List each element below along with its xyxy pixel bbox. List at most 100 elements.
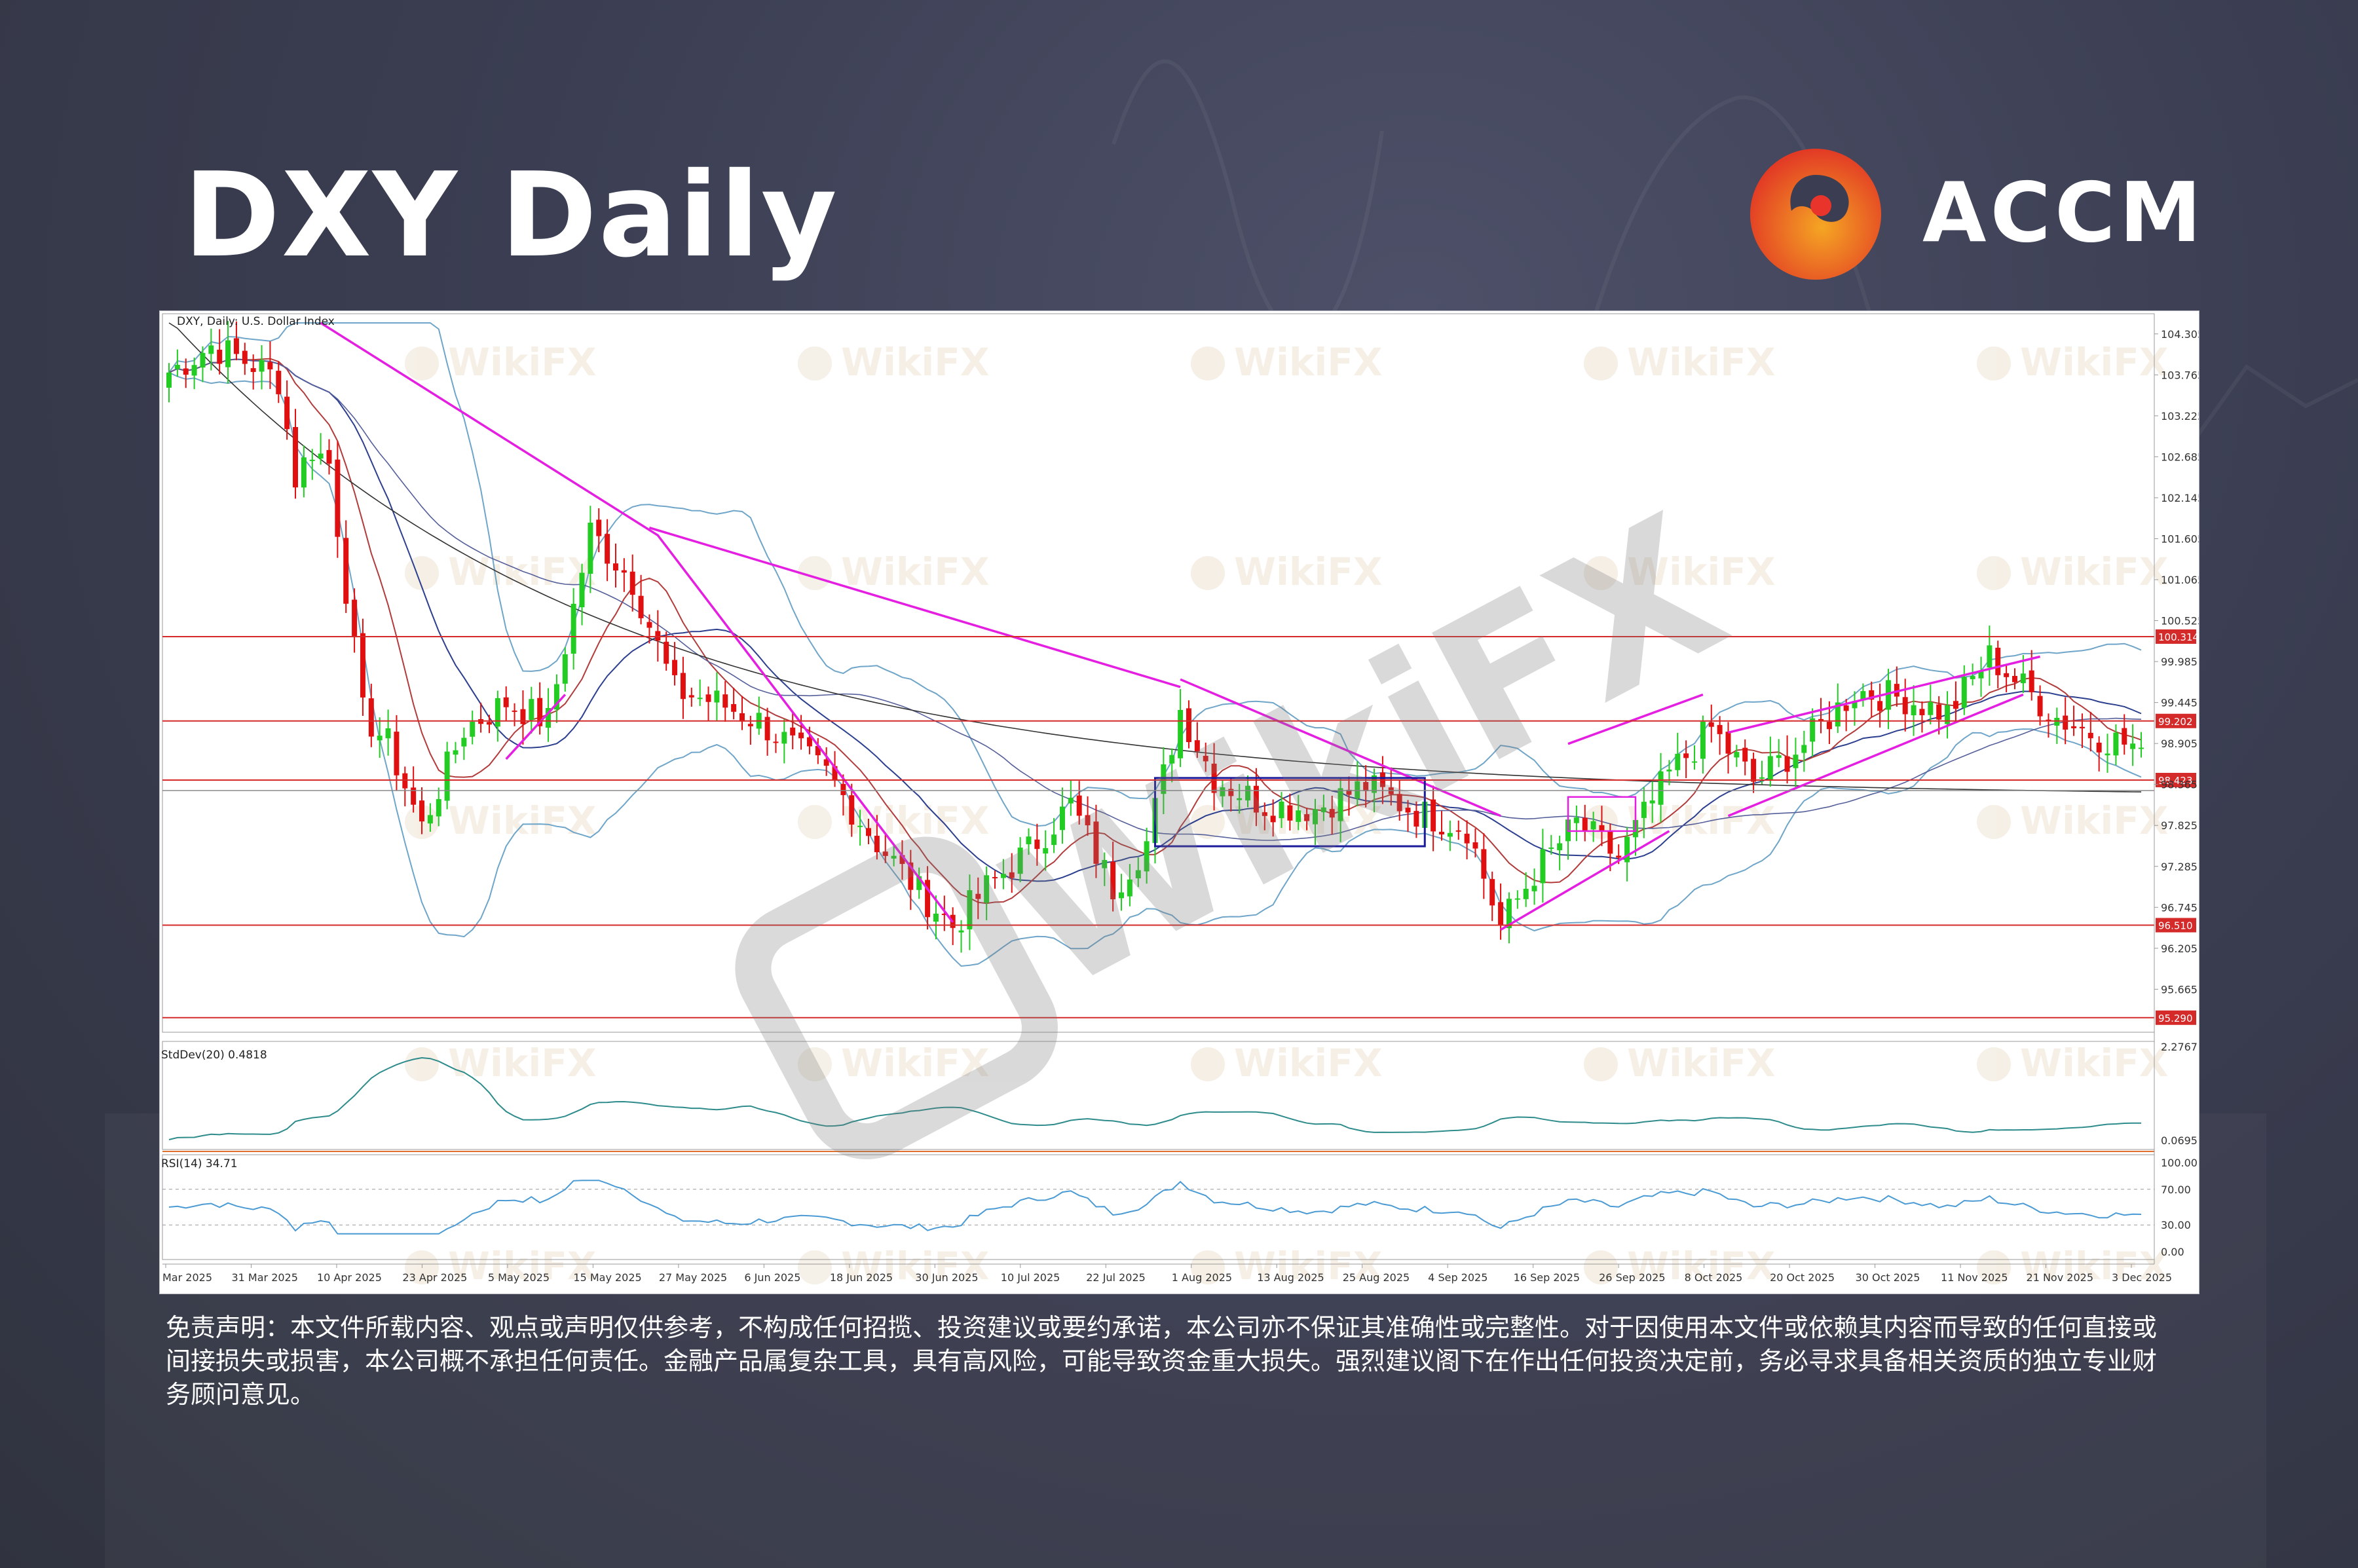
disclaimer-text: 免责声明：本文件所载内容、观点或声明仅供参考，不构成任何招揽、投资建议或要约承诺… bbox=[166, 1313, 2158, 1409]
candle bbox=[1464, 820, 1470, 860]
candle bbox=[638, 574, 644, 625]
candle-body bbox=[1708, 722, 1714, 727]
candle-body bbox=[495, 698, 500, 727]
candle bbox=[1708, 704, 1714, 743]
candle-body bbox=[672, 660, 678, 675]
rsi-line bbox=[168, 1180, 2142, 1235]
candle bbox=[1237, 783, 1243, 814]
candle bbox=[1127, 864, 1132, 906]
candle-body bbox=[2122, 728, 2127, 745]
candle bbox=[1169, 748, 1175, 783]
wikifx-watermark: WikiFX bbox=[798, 1041, 990, 1085]
wikifx-watermark-text: WikiFX bbox=[841, 798, 990, 843]
candle-body bbox=[1590, 821, 1596, 830]
candle bbox=[2012, 668, 2017, 690]
candle-body bbox=[1363, 781, 1369, 791]
candle-body bbox=[933, 913, 939, 922]
price-tick-label: 98.365 bbox=[2161, 779, 2198, 791]
trendline bbox=[505, 694, 567, 760]
candle bbox=[503, 686, 509, 721]
candle-body bbox=[1270, 815, 1276, 823]
candle-body bbox=[242, 350, 248, 364]
wikifx-watermark-text: WikiFX bbox=[1234, 550, 1383, 594]
candle-body bbox=[2139, 747, 2144, 749]
candle-body bbox=[1237, 798, 1243, 800]
candle bbox=[377, 717, 383, 758]
candle-body bbox=[629, 571, 635, 595]
candle bbox=[1978, 656, 1984, 697]
candle-body bbox=[1093, 821, 1099, 864]
candle-body bbox=[1885, 680, 1891, 710]
candle-body bbox=[2130, 743, 2136, 749]
candle-body bbox=[191, 365, 197, 376]
candle-body bbox=[546, 707, 552, 728]
stddev-line bbox=[168, 1056, 2141, 1140]
candle bbox=[1928, 684, 1934, 725]
candle bbox=[486, 715, 492, 734]
candle bbox=[714, 672, 720, 721]
candle-body bbox=[1607, 831, 1613, 854]
stddev-tick-label: 0.0695 bbox=[2161, 1134, 2198, 1147]
candle bbox=[1514, 890, 1520, 909]
candle-body bbox=[1978, 671, 1984, 679]
candle-body bbox=[250, 368, 256, 372]
candle-body bbox=[1059, 806, 1065, 831]
candle-body bbox=[461, 737, 467, 747]
candle-body bbox=[958, 930, 964, 933]
wikifx-watermark: WikiFX bbox=[405, 340, 597, 384]
candle bbox=[739, 696, 745, 730]
candle bbox=[1405, 800, 1411, 832]
candle-body bbox=[874, 836, 880, 853]
candle-body bbox=[1085, 815, 1091, 826]
candle bbox=[773, 734, 779, 753]
candle-body bbox=[1523, 888, 1529, 899]
candle bbox=[520, 690, 526, 745]
candle-body bbox=[2096, 742, 2102, 753]
candle-body bbox=[1405, 808, 1411, 813]
wikifx-watermark-text: WikiFX bbox=[1234, 1041, 1383, 1085]
level-label-bg bbox=[2156, 629, 2196, 644]
rsi-tick-label: 30.00 bbox=[2161, 1219, 2191, 1231]
candle-body bbox=[1911, 705, 1917, 716]
candle bbox=[208, 328, 214, 371]
date-tick-label: 6 Jun 2025 bbox=[744, 1271, 800, 1284]
candle-body bbox=[1043, 848, 1049, 854]
candle-body bbox=[1026, 836, 1032, 844]
candle bbox=[621, 558, 627, 592]
candle-body bbox=[360, 633, 365, 698]
candle-body bbox=[217, 349, 223, 364]
candle bbox=[411, 766, 417, 813]
wikifx-logo-icon bbox=[1977, 1047, 2011, 1081]
candle bbox=[1869, 681, 1875, 718]
candle-body bbox=[655, 631, 661, 641]
candle-body bbox=[553, 684, 559, 710]
candle-body bbox=[1616, 855, 1622, 858]
candle bbox=[1472, 828, 1478, 858]
level-label: 98.423 bbox=[2158, 775, 2193, 787]
candle-body bbox=[1759, 777, 1765, 779]
candle bbox=[664, 631, 669, 671]
candle bbox=[1296, 794, 1301, 831]
candle bbox=[242, 343, 248, 375]
candle-body bbox=[908, 862, 914, 890]
candle-body bbox=[2054, 717, 2060, 726]
candle-body bbox=[1287, 805, 1293, 821]
candle bbox=[191, 357, 197, 390]
wikifx-logo-icon bbox=[798, 346, 832, 381]
candle-body bbox=[1826, 722, 1832, 730]
candle bbox=[2087, 711, 2093, 752]
candle-body bbox=[2020, 673, 2026, 684]
candle bbox=[1413, 801, 1419, 838]
candle bbox=[1220, 779, 1226, 808]
trendline bbox=[1727, 693, 2024, 817]
stddev-label: StdDev(20) 0.4818 bbox=[161, 1049, 267, 1062]
candle-body bbox=[2071, 726, 2077, 728]
wikifx-watermark-text: WikiFX bbox=[448, 1244, 597, 1288]
candle-body bbox=[200, 352, 206, 368]
candle-body bbox=[1312, 809, 1318, 825]
candle-body bbox=[520, 709, 526, 724]
price-tick-label: 104.305 bbox=[2161, 328, 2199, 341]
candle-body bbox=[1431, 799, 1436, 832]
candle-body bbox=[352, 599, 358, 636]
candle bbox=[1194, 722, 1200, 758]
